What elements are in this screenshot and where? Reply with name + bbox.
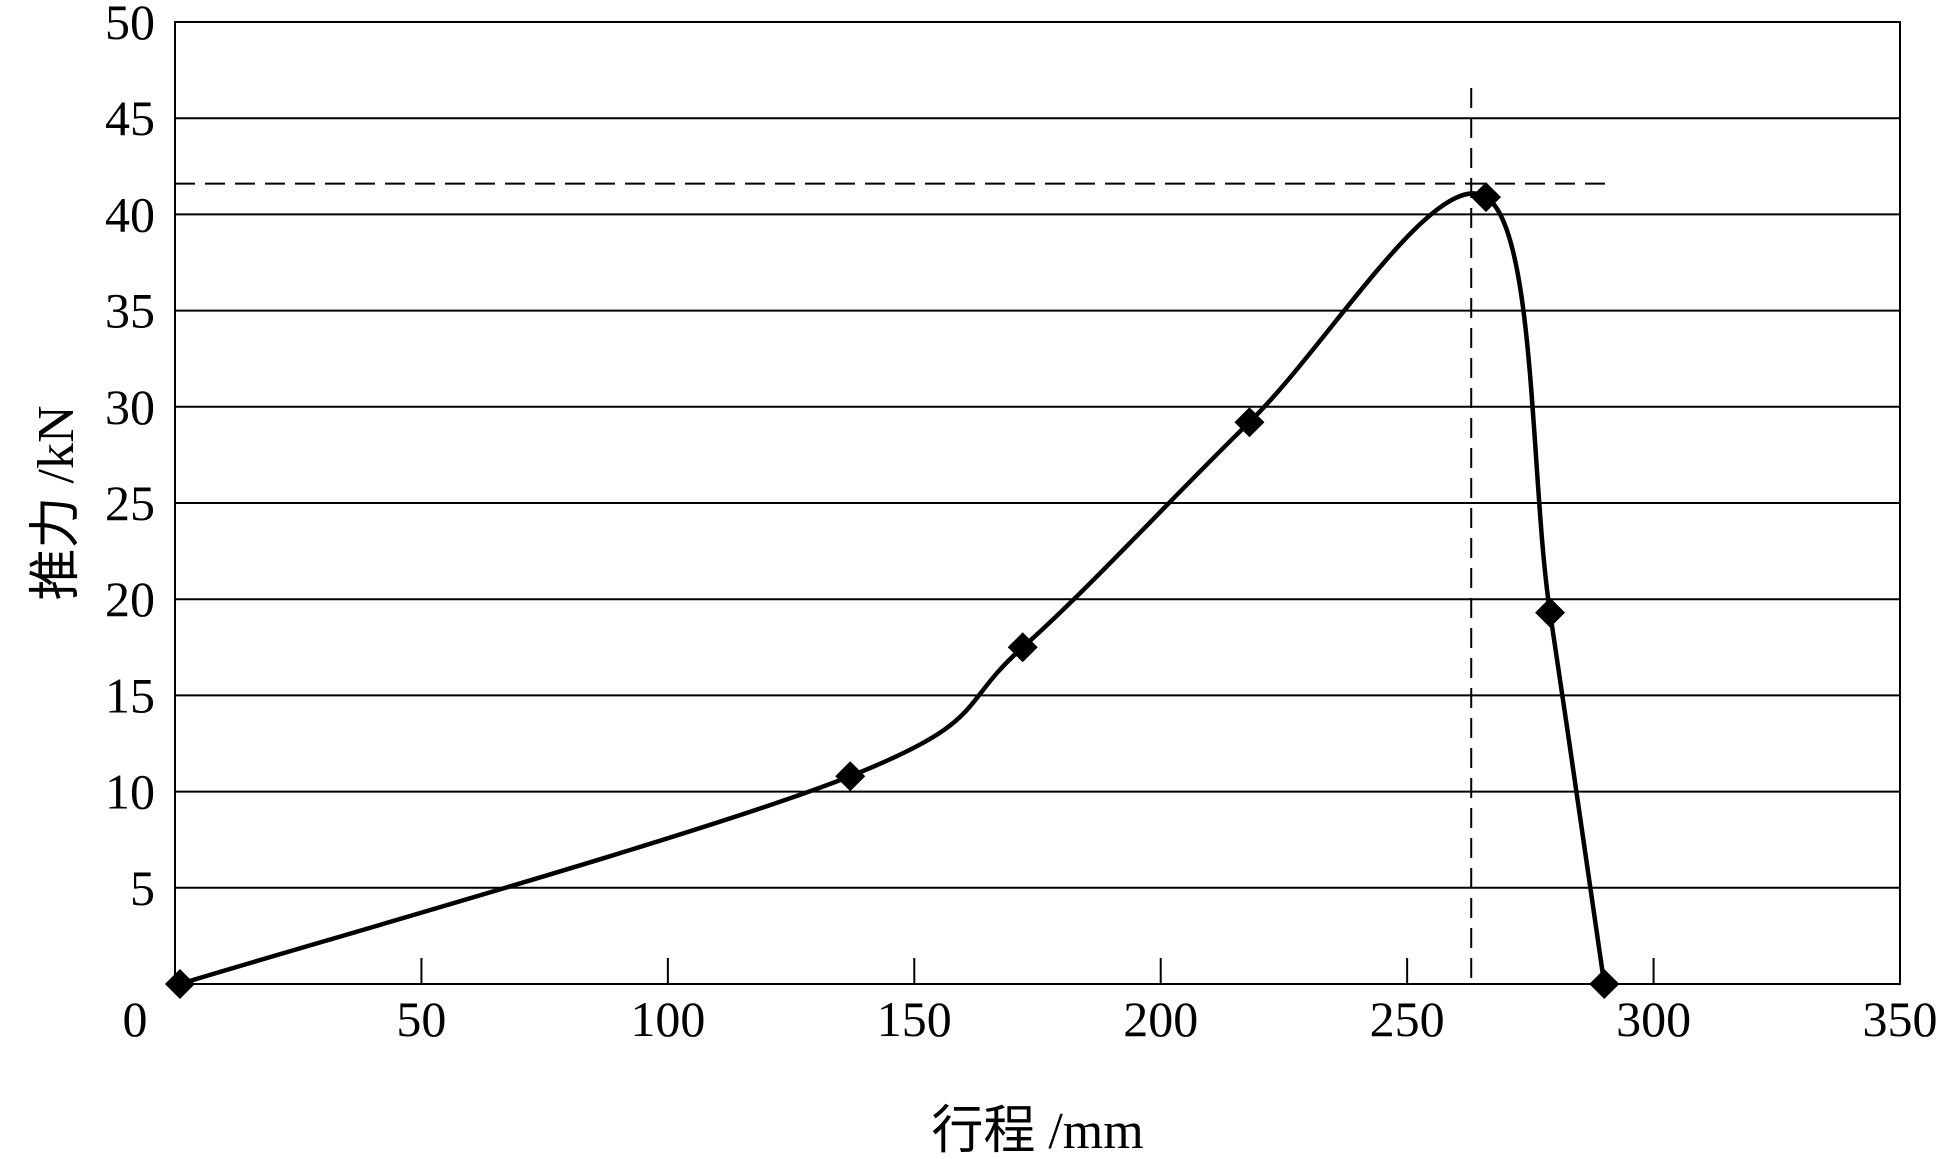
y-tick-label-15: 15 (105, 667, 155, 723)
x-tick-label-350: 350 (1863, 991, 1938, 1047)
reference-lines (175, 88, 1615, 984)
x-tick-label-300: 300 (1616, 991, 1691, 1047)
y-tick-label-35: 35 (105, 283, 155, 339)
y-axis-tick-labels: 5 10 15 20 25 30 35 40 45 50 (105, 0, 155, 916)
y-tick-label-40: 40 (105, 186, 155, 242)
y-tick-label-50: 50 (105, 0, 155, 50)
x-tick-label-200: 200 (1123, 991, 1198, 1047)
data-point-3 (1234, 407, 1265, 438)
y-tick-label-45: 45 (105, 90, 155, 146)
origin-label: 0 (123, 991, 148, 1047)
series-markers (164, 182, 1620, 999)
x-tick-label-100: 100 (630, 991, 705, 1047)
data-point-2 (1007, 632, 1038, 663)
y-tick-label-20: 20 (105, 571, 155, 627)
data-point-4 (1471, 182, 1501, 213)
x-tick-label-150: 150 (877, 991, 952, 1047)
y-tick-label-10: 10 (105, 764, 155, 820)
x-axis-tick-labels: 50 100 150 200 250 300 350 (396, 991, 1937, 1047)
x-tick-label-50: 50 (396, 991, 446, 1047)
data-point-5 (1535, 597, 1566, 628)
y-tick-label-25: 25 (105, 475, 155, 531)
series-line (177, 191, 1607, 987)
x-axis-label: 行程 /mm (931, 1103, 1143, 1159)
y-axis-label: 推力 /kN (28, 405, 85, 600)
y-tick-label-5: 5 (130, 860, 155, 916)
x-tick-label-250: 250 (1370, 991, 1445, 1047)
data-point-0 (164, 969, 195, 999)
y-tick-label-30: 30 (105, 379, 155, 435)
x-axis-ticks (420, 958, 1901, 984)
grid-lines (175, 21, 1900, 889)
plot-frame (174, 21, 1901, 985)
data-point-1 (835, 761, 866, 792)
data-point-6 (1589, 969, 1620, 999)
